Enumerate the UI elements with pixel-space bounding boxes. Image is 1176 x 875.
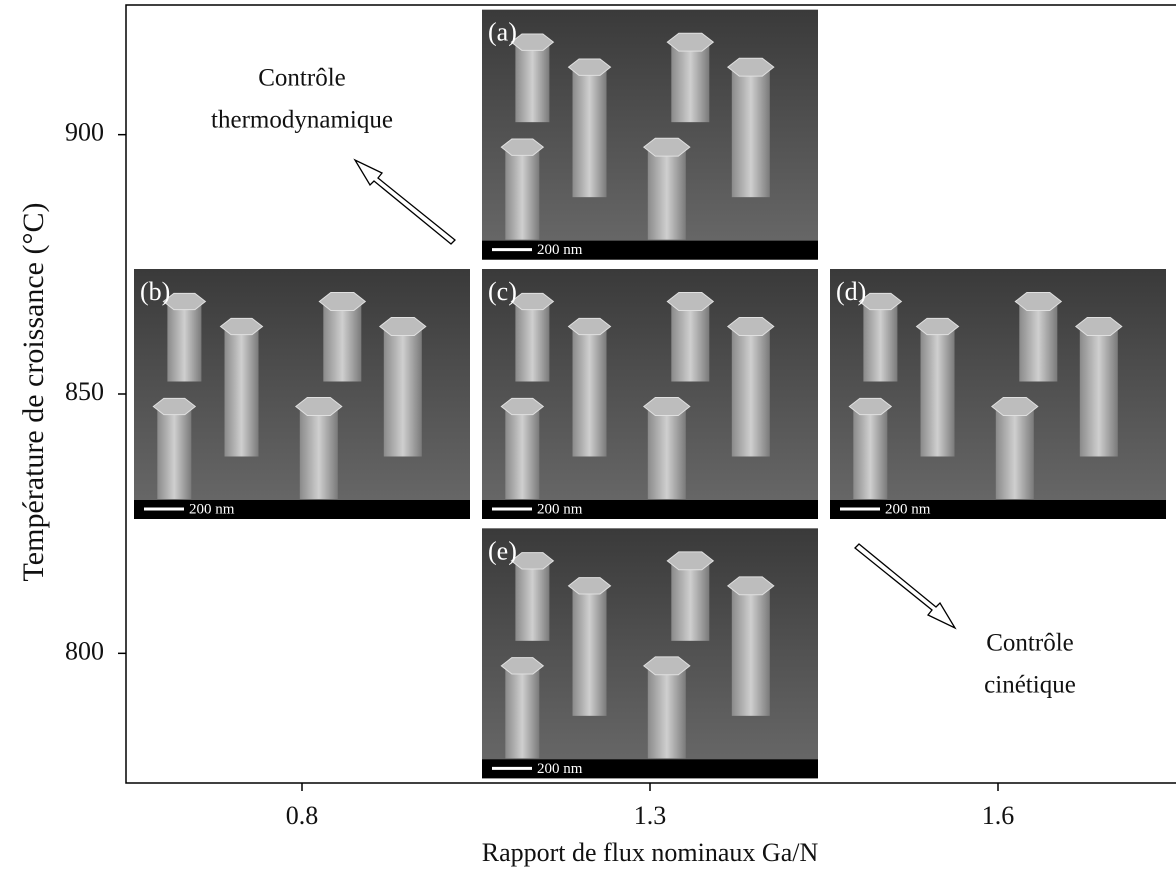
y-tick-label: 800 xyxy=(65,636,104,665)
nanowire-top xyxy=(1074,317,1123,336)
x-tick-label: 1.3 xyxy=(634,801,667,830)
nanowire xyxy=(1019,301,1058,382)
nanowire-top xyxy=(318,292,367,311)
scale-strip xyxy=(482,759,818,779)
nanowire-top xyxy=(500,657,545,675)
nanowire-top xyxy=(567,577,612,595)
nanowire xyxy=(647,665,686,759)
sem-panel: 200 nm (e) xyxy=(482,528,818,779)
nanowire xyxy=(1079,326,1118,457)
scale-label: 200 nm xyxy=(537,761,583,777)
nanowire-top xyxy=(567,317,612,336)
nanowire xyxy=(515,42,550,123)
y-tick-label: 900 xyxy=(65,118,104,147)
nanowire xyxy=(671,42,710,123)
nanowire xyxy=(515,301,550,382)
panel-label: (e) xyxy=(488,536,517,565)
nanowire xyxy=(505,147,540,240)
nanowire xyxy=(671,560,710,641)
nanowire-top xyxy=(642,656,691,676)
nanowire-top xyxy=(642,397,691,416)
scale-label: 200 nm xyxy=(537,242,583,258)
nanowire-top xyxy=(500,138,545,156)
nanowire xyxy=(383,326,422,457)
nanowire-top xyxy=(510,33,555,51)
nanowire xyxy=(572,326,607,457)
nanowire xyxy=(224,326,259,457)
nanowire-top xyxy=(152,397,197,416)
nanowire-top xyxy=(726,57,775,77)
nanowire xyxy=(167,301,202,382)
annotation: thermodynamique xyxy=(211,107,393,134)
annotation: cinétique xyxy=(984,672,1076,699)
y-tick-label: 850 xyxy=(65,377,104,406)
nanowire xyxy=(731,326,770,457)
scale-label: 200 nm xyxy=(189,501,235,517)
nanowire xyxy=(853,406,888,499)
sem-panel: 200 nm (d) xyxy=(830,269,1166,519)
nanowire xyxy=(731,67,770,198)
nanowire-top xyxy=(1014,292,1063,311)
arrow xyxy=(854,543,957,630)
nanowire xyxy=(995,406,1034,499)
nanowire-top xyxy=(378,317,427,336)
nanowire xyxy=(323,301,362,382)
scale-strip xyxy=(830,500,1166,519)
nanowire xyxy=(505,665,540,759)
x-tick-label: 0.8 xyxy=(286,801,319,830)
y-axis-label: Température de croissance (°C) xyxy=(17,203,50,582)
nanowire-top xyxy=(510,552,555,570)
nanowire-top xyxy=(726,317,775,336)
nanowire-top xyxy=(666,551,715,571)
scale-strip xyxy=(482,500,818,519)
panel-label: (b) xyxy=(140,277,170,306)
x-axis-label: Rapport de flux nominaux Ga/N xyxy=(482,838,819,867)
nanowire-top xyxy=(990,397,1039,416)
nanowire xyxy=(731,585,770,716)
scale-strip xyxy=(482,240,818,260)
nanowire-top xyxy=(848,397,893,416)
nanowire xyxy=(647,147,686,240)
nanowire xyxy=(515,560,550,641)
nanowire-top xyxy=(294,397,343,416)
nanowire xyxy=(920,326,955,457)
panel-label: (c) xyxy=(488,277,517,306)
nanowire-top xyxy=(162,292,207,311)
nanowire-top xyxy=(666,32,715,52)
sem-panel: 200 nm (b) xyxy=(134,269,470,519)
nanowire-top xyxy=(510,292,555,311)
arrow xyxy=(353,158,456,245)
sem-panel: 200 nm (c) xyxy=(482,269,818,519)
panel-label: (d) xyxy=(836,277,866,306)
nanowire xyxy=(647,406,686,499)
scale-label: 200 nm xyxy=(537,501,583,517)
annotation: Contrôle xyxy=(986,630,1074,657)
nanowire xyxy=(863,301,898,382)
scale-strip xyxy=(134,500,470,519)
nanowire-top xyxy=(726,576,775,596)
scale-label: 200 nm xyxy=(885,501,931,517)
nanowire xyxy=(299,406,338,499)
nanowire xyxy=(157,406,192,499)
x-tick-label: 1.6 xyxy=(982,801,1015,830)
nanowire-top xyxy=(567,58,612,76)
nanowire xyxy=(505,406,540,499)
nanowire-top xyxy=(219,317,264,336)
nanowire-top xyxy=(858,292,903,311)
nanowire-top xyxy=(642,137,691,157)
nanowire-top xyxy=(500,397,545,416)
panel-label: (a) xyxy=(488,18,517,47)
nanowire xyxy=(572,585,607,716)
nanowire xyxy=(671,301,710,382)
nanowire-top xyxy=(915,317,960,336)
nanowire xyxy=(572,67,607,198)
nanowire-top xyxy=(666,292,715,311)
annotation: Contrôle xyxy=(258,65,346,92)
sem-panel: 200 nm (a) xyxy=(482,9,818,260)
